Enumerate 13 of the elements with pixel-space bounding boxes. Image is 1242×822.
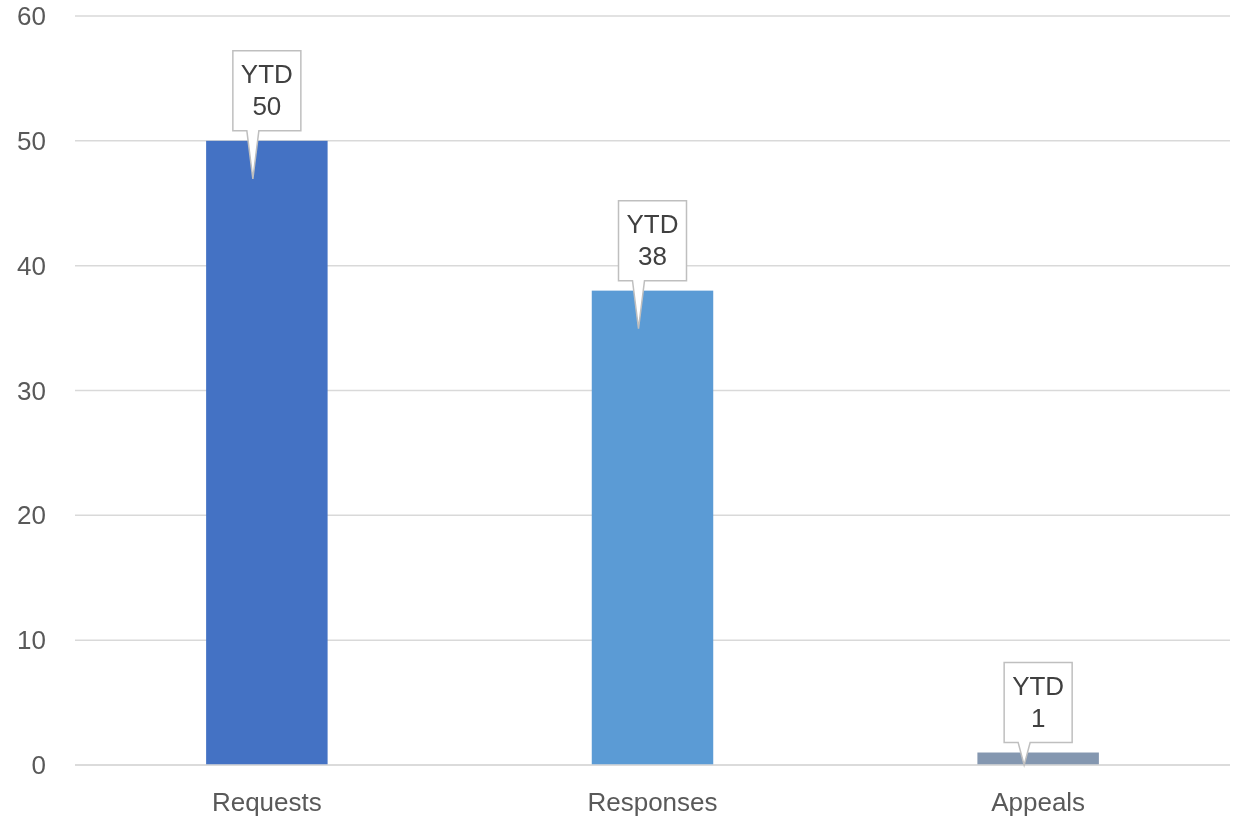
y-tick-label: 50 bbox=[17, 125, 46, 156]
y-tick-label: 10 bbox=[17, 625, 46, 656]
data-label: YTD 1 bbox=[1012, 670, 1065, 733]
y-tick-label: 30 bbox=[17, 375, 46, 406]
y-tick-label: 40 bbox=[17, 250, 46, 281]
data-label: YTD 50 bbox=[240, 58, 293, 121]
data-label: YTD 38 bbox=[626, 208, 679, 271]
x-tick-label: Appeals bbox=[991, 787, 1086, 817]
y-tick-label: 20 bbox=[17, 500, 46, 531]
x-tick-label: Requests bbox=[211, 787, 322, 817]
y-tick-label: 60 bbox=[17, 1, 46, 32]
y-tick-label: 0 bbox=[31, 750, 46, 781]
x-tick-label: Responses bbox=[587, 787, 718, 817]
